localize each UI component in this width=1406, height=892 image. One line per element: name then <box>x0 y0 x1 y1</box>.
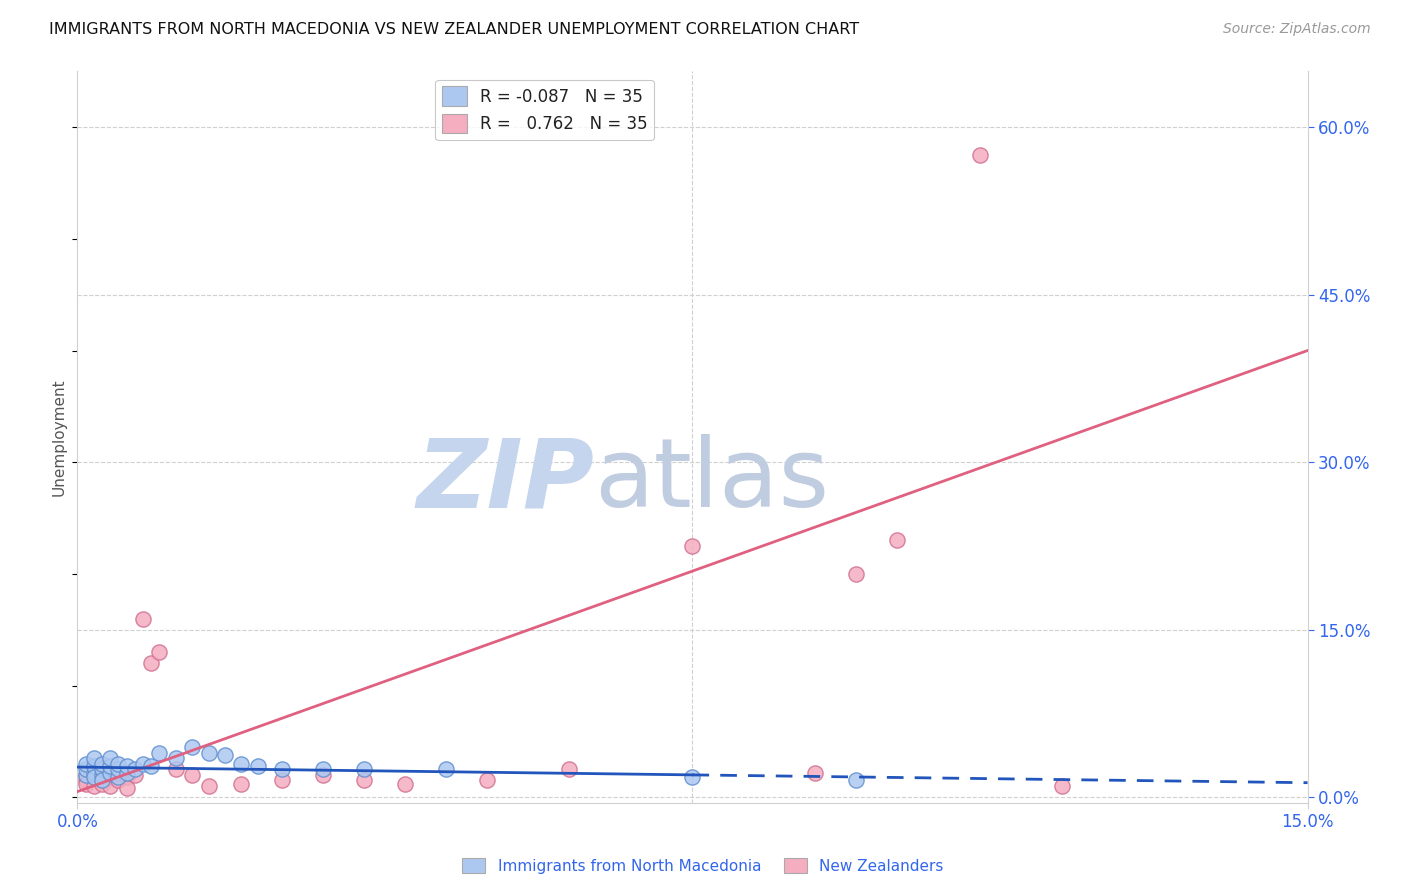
Text: Source: ZipAtlas.com: Source: ZipAtlas.com <box>1223 22 1371 37</box>
Point <box>682 770 704 784</box>
Point <box>886 533 908 548</box>
Point <box>98 765 121 780</box>
Point <box>682 539 704 553</box>
Point <box>436 762 458 776</box>
Y-axis label: Unemployment: Unemployment <box>52 378 67 496</box>
Point <box>98 759 121 773</box>
Point <box>197 779 219 793</box>
Point <box>246 759 269 773</box>
Point <box>75 756 97 771</box>
Point <box>141 657 163 671</box>
Point <box>83 779 105 793</box>
Point <box>107 762 129 776</box>
Point <box>75 762 97 776</box>
Point <box>90 762 114 776</box>
Text: IMMIGRANTS FROM NORTH MACEDONIA VS NEW ZEALANDER UNEMPLOYMENT CORRELATION CHART: IMMIGRANTS FROM NORTH MACEDONIA VS NEW Z… <box>49 22 859 37</box>
Point <box>83 751 105 765</box>
Point <box>83 765 105 780</box>
Text: ZIP: ZIP <box>416 434 595 527</box>
Point <box>141 759 163 773</box>
Point <box>107 770 129 784</box>
Legend: R = -0.087   N = 35, R =   0.762   N = 35: R = -0.087 N = 35, R = 0.762 N = 35 <box>436 79 654 140</box>
Point <box>83 770 105 784</box>
Point <box>312 762 335 776</box>
Point <box>132 611 155 625</box>
Legend: Immigrants from North Macedonia, New Zealanders: Immigrants from North Macedonia, New Zea… <box>457 852 949 880</box>
Point <box>90 773 114 788</box>
Point <box>165 762 187 776</box>
Point <box>115 765 138 780</box>
Point <box>165 751 187 765</box>
Point <box>98 751 121 765</box>
Point <box>90 768 114 782</box>
Point <box>1050 779 1073 793</box>
Point <box>231 756 253 771</box>
Point <box>124 762 146 776</box>
Point <box>98 770 121 784</box>
Point <box>353 773 375 788</box>
Point <box>969 148 991 162</box>
Point <box>312 768 335 782</box>
Point <box>107 756 129 771</box>
Point <box>107 773 129 788</box>
Point <box>115 770 138 784</box>
Point <box>115 781 138 796</box>
Point <box>353 762 375 776</box>
Point <box>75 768 97 782</box>
Point <box>558 762 581 776</box>
Text: atlas: atlas <box>595 434 830 527</box>
Point <box>197 746 219 760</box>
Point <box>90 777 114 791</box>
Point <box>477 773 499 788</box>
Point <box>124 768 146 782</box>
Point <box>83 765 105 780</box>
Point <box>75 768 97 782</box>
Point <box>845 566 868 581</box>
Point <box>845 773 868 788</box>
Point <box>271 762 294 776</box>
Point <box>271 773 294 788</box>
Point <box>132 756 155 771</box>
Point <box>107 765 129 780</box>
Point <box>181 739 204 754</box>
Point <box>804 765 827 780</box>
Point <box>83 770 105 784</box>
Point <box>75 773 97 788</box>
Point <box>231 777 253 791</box>
Point <box>148 746 170 760</box>
Point <box>214 747 236 762</box>
Point <box>90 773 114 788</box>
Point <box>98 779 121 793</box>
Point <box>75 777 97 791</box>
Point <box>90 762 114 776</box>
Point <box>148 645 170 659</box>
Point <box>90 756 114 771</box>
Point <box>115 759 138 773</box>
Point <box>181 768 204 782</box>
Point <box>83 759 105 773</box>
Point <box>394 777 416 791</box>
